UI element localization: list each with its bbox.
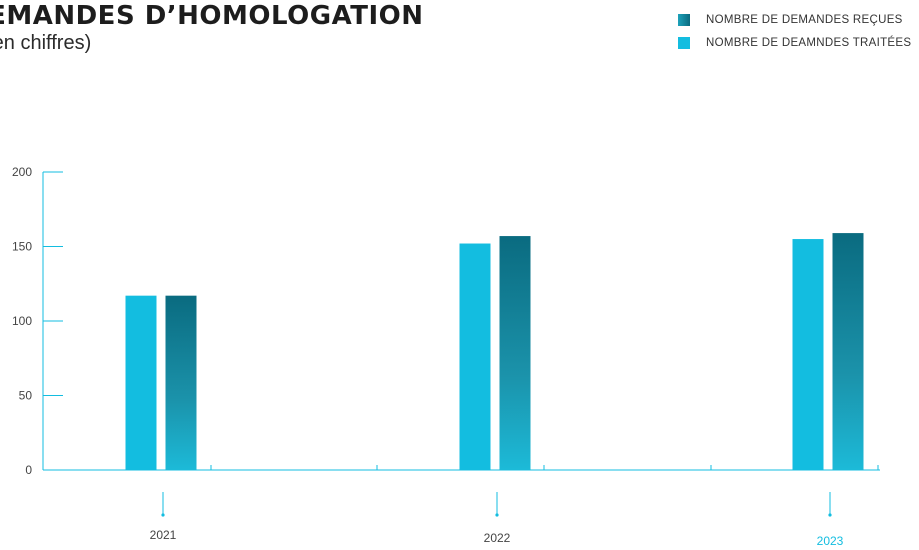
y-tick-label: 200 <box>12 165 32 179</box>
bar-processed-2023 <box>792 239 824 470</box>
x-category-label: 2023 <box>817 534 844 548</box>
category-pointer-dot <box>161 513 165 517</box>
bar-received-2021 <box>165 295 197 470</box>
legend-label-processed: NOMBRE DE DEAMNDES TRAITÉES <box>706 37 912 49</box>
legend-swatch-received <box>678 14 690 26</box>
legend-item-received: NOMBRE DE DEMANDES REÇUES <box>678 10 911 30</box>
chart-subtitle: (en chiffres) <box>0 32 92 54</box>
bar-received-2023 <box>832 233 864 470</box>
chart-legend: NOMBRE DE DEMANDES REÇUES NOMBRE DE DEAM… <box>678 10 911 56</box>
y-tick-label: 100 <box>12 314 32 328</box>
x-category-label: 2021 <box>150 528 177 542</box>
x-category-label: 2022 <box>484 531 511 545</box>
bar-received-2022 <box>499 236 531 470</box>
y-tick-label: 50 <box>19 389 33 403</box>
legend-swatch-processed <box>678 37 690 49</box>
bar-processed-2021 <box>125 295 157 470</box>
category-pointer-dot <box>828 513 832 517</box>
category-pointer-dot <box>495 513 499 517</box>
bar-processed-2022 <box>459 243 491 470</box>
y-tick-label: 150 <box>12 240 32 254</box>
chart-title: DEMANDES D’HOMOLOGATION <box>0 1 424 31</box>
y-tick-label: 0 <box>25 463 32 477</box>
legend-item-processed: NOMBRE DE DEAMNDES TRAITÉES <box>678 33 911 53</box>
legend-label-received: NOMBRE DE DEMANDES REÇUES <box>706 14 903 26</box>
